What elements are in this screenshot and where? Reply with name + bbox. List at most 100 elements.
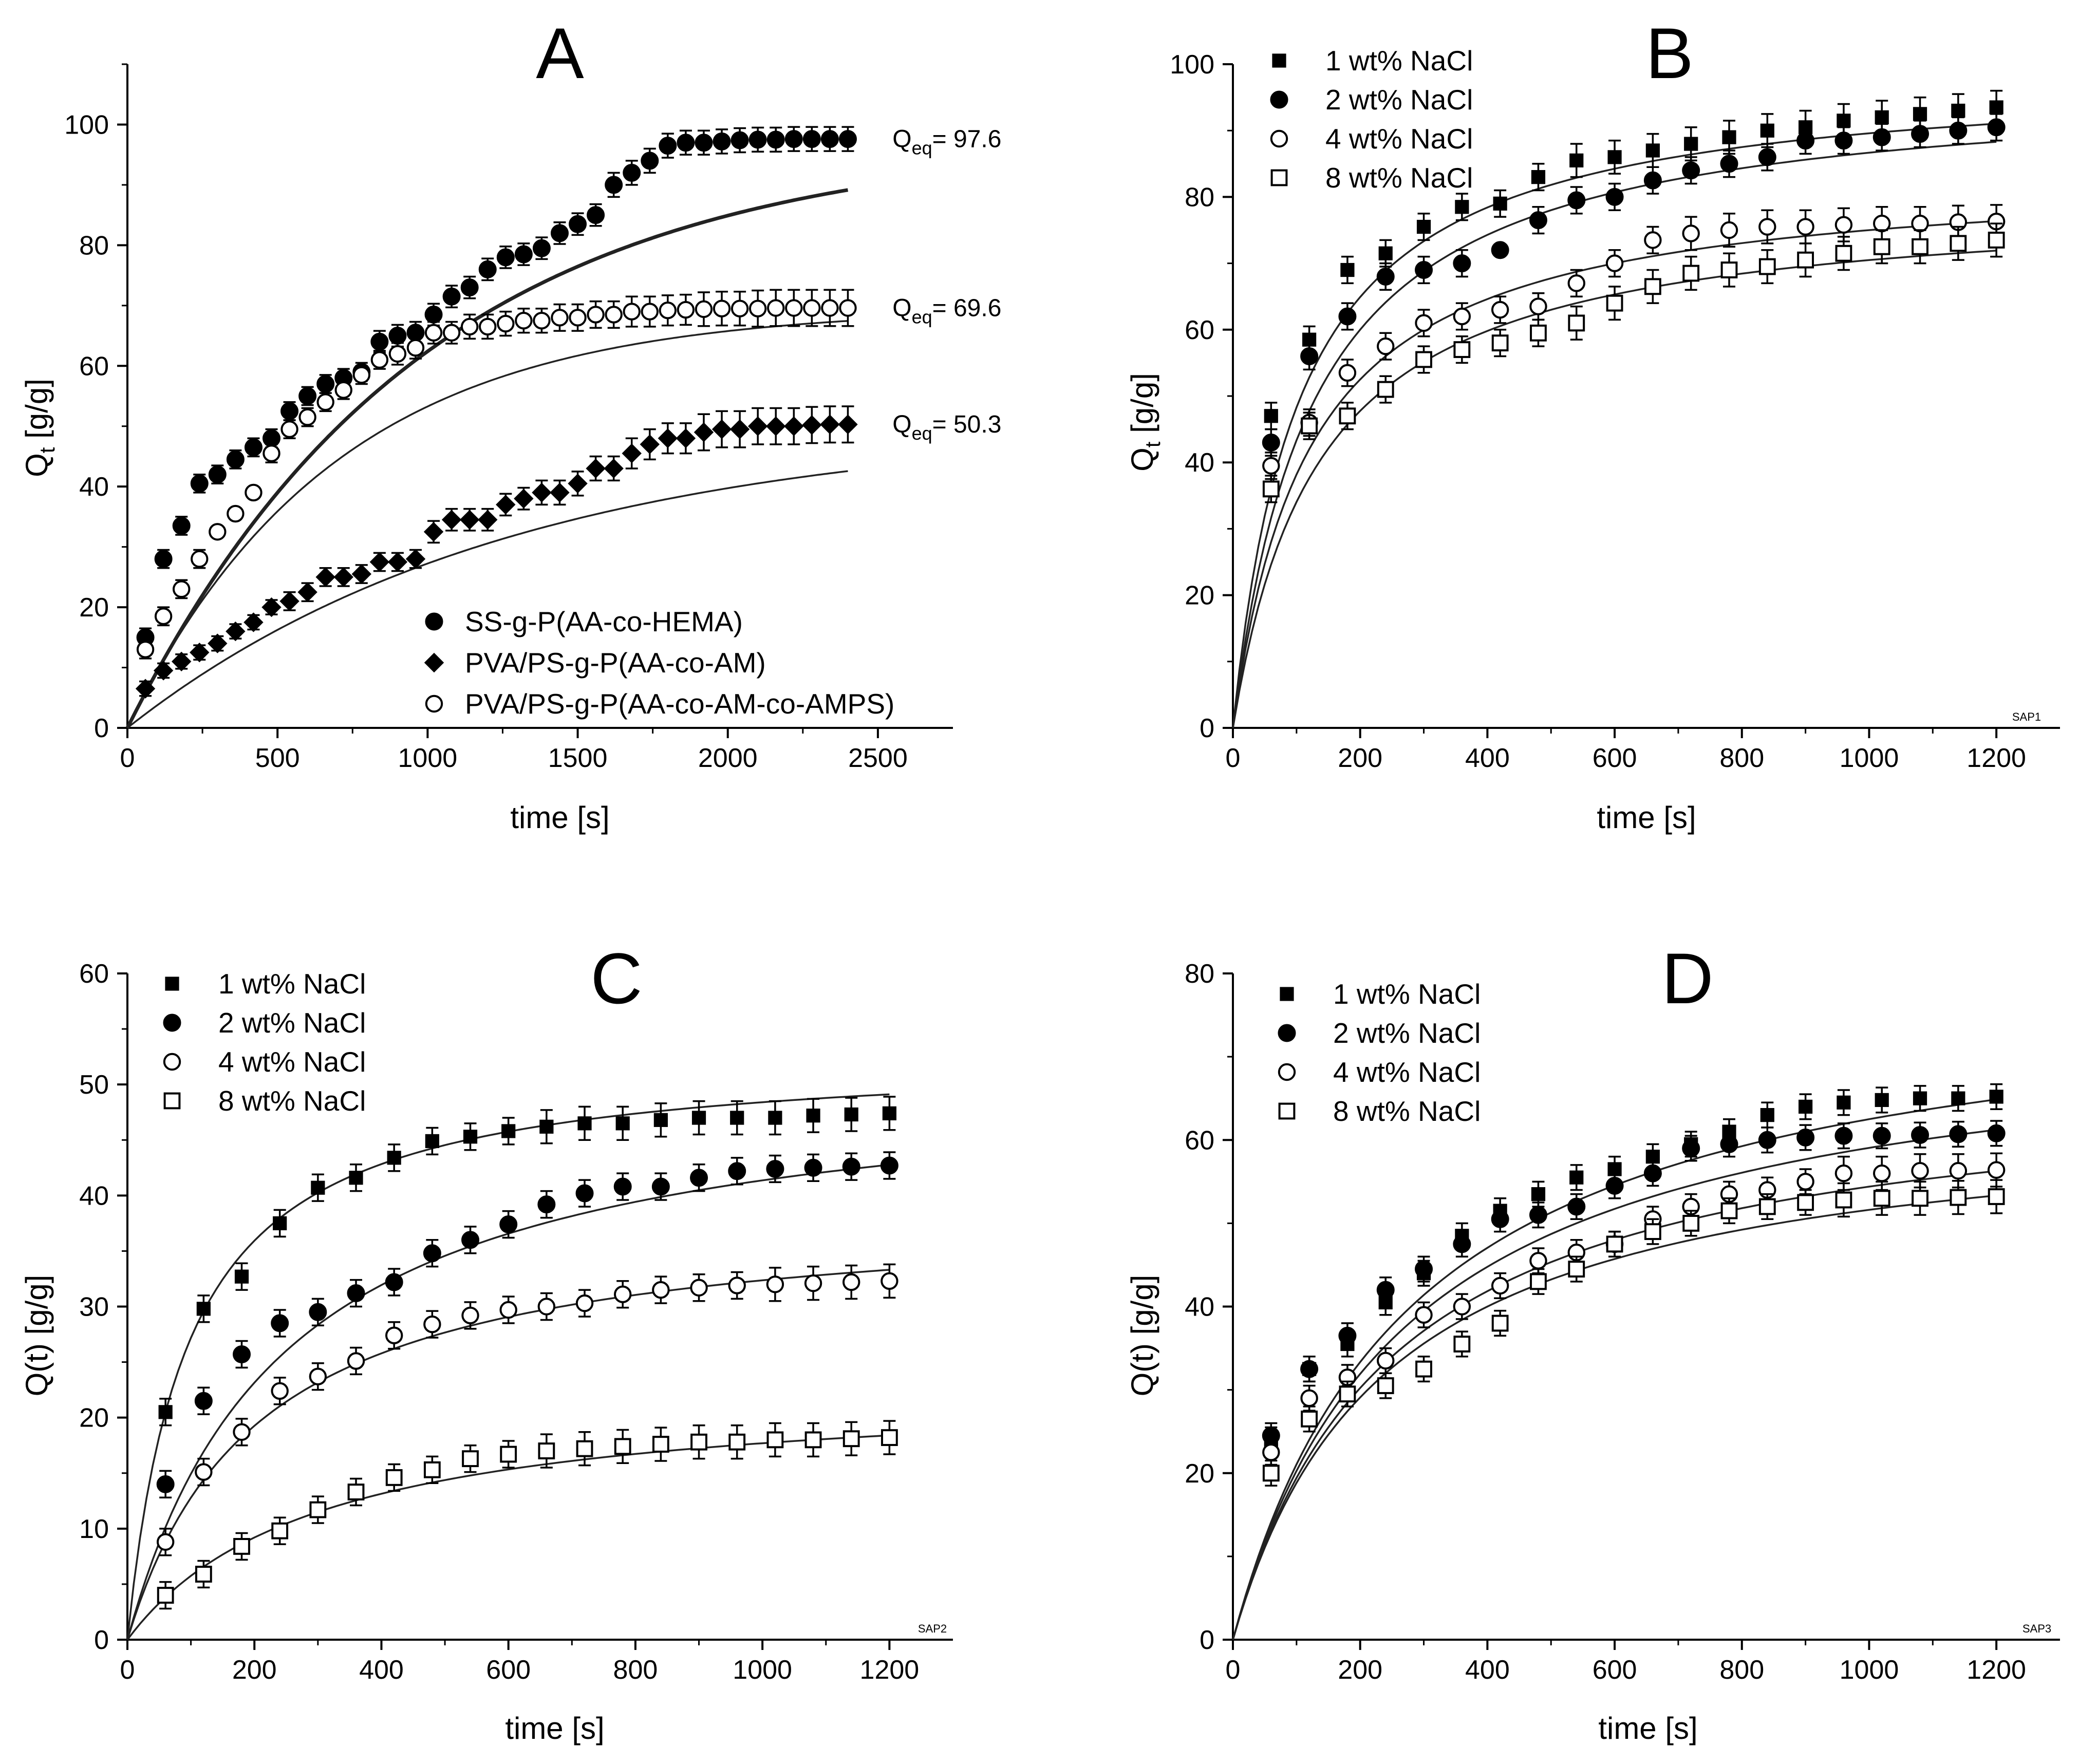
panel-c-data-point xyxy=(804,1158,822,1177)
panel-d-x-tick-label: 600 xyxy=(1593,1655,1637,1685)
panel-b-x-tick-label: 200 xyxy=(1338,743,1382,773)
panel-a-data-point xyxy=(280,420,298,438)
panel-c-data-point xyxy=(539,1119,554,1134)
panel-d-data-point xyxy=(1834,1127,1853,1145)
panel-c-data-point xyxy=(387,1151,401,1165)
panel-c-y-tick-label: 60 xyxy=(79,959,109,989)
panel-a-series xyxy=(136,126,857,648)
panel-d-data-point xyxy=(1567,1197,1586,1216)
panel-c-data-point xyxy=(156,1533,175,1551)
panel-b-data-point xyxy=(1531,170,1546,184)
panel-a-data-point xyxy=(153,661,174,681)
panel-d-data-point xyxy=(1951,1091,1965,1105)
panel-a-x-tick-label: 1500 xyxy=(548,743,608,773)
panel-a-qeq-value: = 97.6 xyxy=(932,126,1002,153)
panel-b-data-point xyxy=(1530,324,1547,342)
panel-b-data-point xyxy=(1837,114,1851,128)
panel-b-data-point xyxy=(1415,261,1433,279)
panel-d-legend-label: 4 wt% NaCl xyxy=(1333,1056,1481,1088)
panel-a-y-tick-label: 60 xyxy=(79,351,109,381)
panel-c-tag: SAP2 xyxy=(918,1622,947,1635)
panel-d-data-point xyxy=(1531,1187,1546,1202)
panel-b-y-tick-label: 40 xyxy=(1185,448,1214,478)
panel-a-data-point xyxy=(695,134,713,152)
panel-a-data-point xyxy=(460,278,479,297)
panel-a-data-point xyxy=(154,607,173,625)
panel-b-y-tick-label: 100 xyxy=(1170,50,1214,80)
panel-c-letter: C xyxy=(590,938,642,1019)
panel-a-data-point xyxy=(587,306,605,324)
panel-a-data-point xyxy=(568,474,588,494)
panel-d-data-point xyxy=(1300,1360,1319,1378)
panel-c-data-point xyxy=(766,1431,784,1449)
panel-b-x-tick-label: 0 xyxy=(1226,743,1241,773)
panel-c-data-point xyxy=(844,1107,858,1122)
panel-b-data-point xyxy=(1950,235,1967,252)
panel-a-x-tick-label: 0 xyxy=(120,743,135,773)
panel-b-legend-marker xyxy=(1270,90,1288,109)
panel-a-y-tick-label: 40 xyxy=(79,472,109,502)
panel-d-data-point xyxy=(1758,1198,1776,1215)
panel-b-data-point xyxy=(1758,218,1776,236)
panel-b-data-point xyxy=(1529,211,1547,230)
panel-d-data-point xyxy=(1415,1360,1432,1378)
panel-b-legend-marker xyxy=(1272,53,1286,68)
panel-c-data-point xyxy=(613,1177,632,1196)
panel-d-data-point xyxy=(1377,1377,1394,1394)
panel-d-data-point xyxy=(1568,1261,1585,1278)
panel-d-axes: 0 200 400 600 800 1000 1200 0 20 40 60 80 xyxy=(1185,959,2060,1685)
panel-d-x-tick-label: 200 xyxy=(1338,1655,1382,1685)
panel-b-data-point xyxy=(1529,297,1547,315)
panel-d-data-point xyxy=(1912,1190,1928,1207)
panel-b-data-point xyxy=(1376,267,1395,286)
panel-d-data-point xyxy=(1605,1176,1624,1195)
panel-b-legend-item: 4 wt% NaCl xyxy=(1270,123,1473,155)
panel-b-x-axis-title: time [s] xyxy=(1597,800,1696,835)
panel-a-fit-line xyxy=(126,470,848,729)
panel-d-data-point xyxy=(1796,1173,1814,1191)
panel-c-legend-item: 2 wt% NaCl xyxy=(163,1007,366,1039)
panel-a-data-point xyxy=(280,402,299,420)
panel-b-data-point xyxy=(1758,148,1776,166)
panel-d-data-point xyxy=(1262,1465,1280,1482)
panel-a-data-point xyxy=(209,523,227,541)
panel-a-data-point xyxy=(496,495,516,515)
panel-a-data-point xyxy=(208,633,228,653)
panel-c-data-point xyxy=(691,1111,706,1125)
panel-b-data-point xyxy=(1338,364,1357,382)
panel-d-data-point xyxy=(1720,1202,1738,1219)
panel-d-data-point xyxy=(1529,1206,1547,1224)
panel-c-data-point xyxy=(425,1134,439,1149)
panel-d-data-point xyxy=(1760,1108,1774,1122)
panel-a-data-point xyxy=(803,299,821,317)
panel-a-data-point xyxy=(748,130,767,149)
panel-b-data-point xyxy=(1453,254,1471,273)
panel-c-data-point xyxy=(766,1275,784,1293)
panel-d-y-tick-label: 20 xyxy=(1185,1459,1214,1489)
panel-a-data-point xyxy=(190,474,209,493)
panel-b-data-point xyxy=(1873,214,1891,233)
panel-c-data-point xyxy=(271,1522,289,1540)
panel-a-data-point xyxy=(352,366,371,384)
panel-b-y-axis-title-unit: [g/g] xyxy=(1125,373,1159,441)
panel-c-data-point xyxy=(842,1430,860,1448)
panel-c-data-point xyxy=(347,1484,365,1500)
panel-b-data-point xyxy=(1262,457,1280,475)
panel-b-legend-item: 2 wt% NaCl xyxy=(1270,84,1473,116)
panel-a-data-point xyxy=(838,415,858,435)
panel-b-y-tick-label: 20 xyxy=(1185,581,1214,611)
panel-b-data-point xyxy=(1911,125,1930,143)
panel-a-data-point xyxy=(766,130,785,149)
panel-d-data-point xyxy=(1682,1214,1700,1232)
panel-a-data-point xyxy=(171,651,192,671)
panel-a-data-point xyxy=(261,597,282,617)
panel-a-data-point xyxy=(227,504,245,523)
panel-b-y-tick-label: 0 xyxy=(1200,714,1214,743)
panel-b-y-axis-title: Qt [g/g] xyxy=(1125,373,1165,472)
panel-d-data-point xyxy=(1758,1131,1776,1149)
panel-d-legend-marker xyxy=(1278,1063,1296,1081)
panel-a-data-point xyxy=(387,552,408,572)
panel-a-data-point xyxy=(532,482,552,503)
panel-c-data-point xyxy=(501,1124,516,1138)
panel-d-data-point xyxy=(1529,1252,1547,1270)
